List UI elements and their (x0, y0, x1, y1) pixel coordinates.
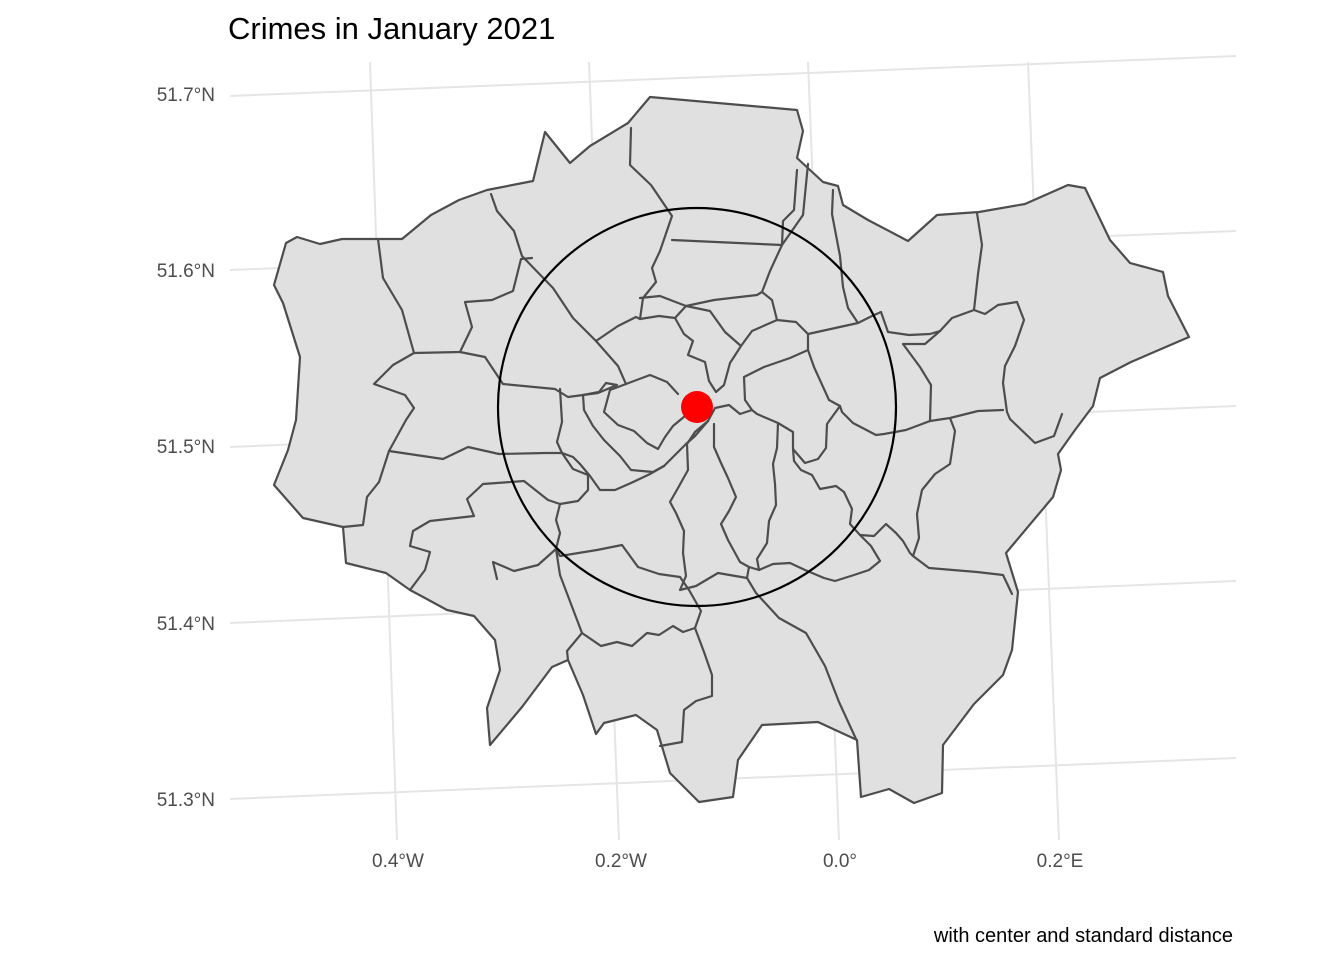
map-caption: with center and standard distance (933, 925, 1233, 947)
y-tick-label: 51.6°N (157, 261, 215, 282)
borough-boundary (760, 162, 984, 337)
borough-boundary (581, 381, 666, 474)
borough-boundary (706, 332, 810, 423)
borough-boundary (554, 502, 682, 579)
borough-boundary (580, 575, 703, 648)
borough-boundary (838, 329, 942, 437)
borough-boundary (928, 408, 1005, 423)
borough-boundary (408, 451, 590, 592)
borough-boundary (739, 318, 779, 348)
standard-distance-circle (496, 206, 898, 608)
borough-boundary (602, 382, 693, 451)
y-tick-label: 51.5°N (157, 437, 215, 458)
borough-boundary (791, 416, 957, 558)
x-axis-labels: 0.4°W 0.2°W 0.0° 0.2°E (372, 851, 1083, 872)
borough-boundary (594, 315, 642, 343)
map-title: Crimes in January 2021 (228, 11, 555, 46)
borough-boundary (458, 350, 619, 399)
borough-boundary (670, 168, 799, 247)
borough-boundary (712, 422, 751, 569)
borough-boundary (489, 192, 628, 386)
borough-boundary (972, 300, 1064, 445)
borough-boundary (638, 290, 764, 308)
borough-boundary (628, 126, 743, 394)
mean-center-point (681, 391, 713, 423)
borough-boundary (624, 373, 680, 396)
borough-boundary (341, 449, 391, 529)
borough-boundary (755, 421, 780, 572)
y-tick-label: 51.3°N (157, 790, 215, 811)
borough-boundary (745, 533, 882, 741)
y-axis-labels: 51.7°N 51.6°N 51.5°N 51.4°N 51.3°N (157, 85, 215, 811)
y-tick-label: 51.4°N (157, 614, 215, 635)
greater-london-outline (272, 95, 1191, 805)
grid-lat-51.7 (229, 55, 1237, 97)
borough-boundary (911, 554, 1014, 596)
x-tick-label: 0.2°E (1037, 851, 1084, 872)
borough-boundary (376, 237, 534, 355)
borough-boundary (554, 547, 584, 662)
x-tick-label: 0.2°W (595, 851, 647, 872)
borough-boundary (668, 419, 749, 592)
x-tick-label: 0.4°W (372, 851, 424, 872)
borough-boundary (555, 387, 710, 492)
y-tick-label: 51.7°N (157, 85, 215, 106)
borough-boundary (372, 351, 501, 461)
x-tick-label: 0.0° (823, 851, 857, 872)
borough-boundary (658, 626, 714, 748)
london-boroughs (272, 95, 1191, 805)
borough-boundary (491, 547, 558, 581)
